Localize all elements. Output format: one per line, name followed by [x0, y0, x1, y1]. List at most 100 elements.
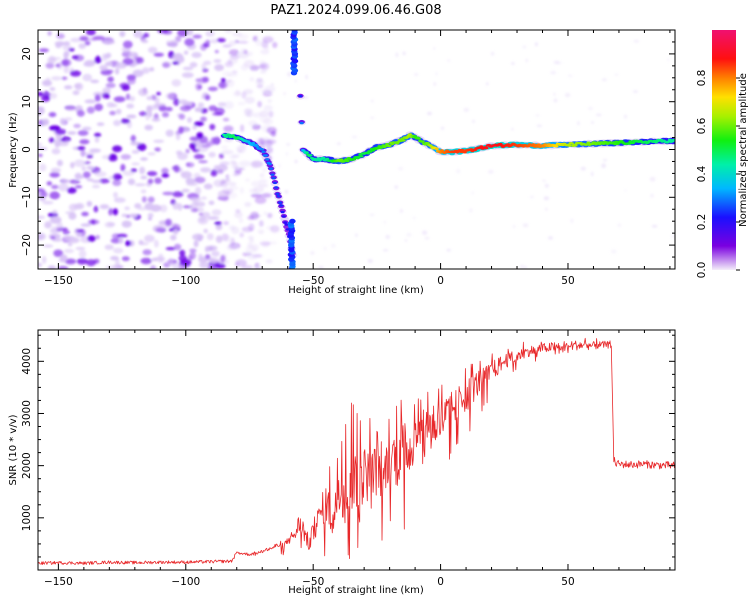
noise-blob: [209, 123, 216, 131]
noise-blob: [228, 185, 239, 191]
track-wrap: [289, 218, 296, 224]
colorbar-gradient: [712, 30, 736, 270]
noise-blob: [189, 248, 197, 253]
noise-blob: [200, 108, 208, 114]
noise-blob: [138, 111, 148, 117]
noise-blob: [370, 116, 375, 119]
noise-blob: [84, 152, 95, 156]
noise-blob: [263, 118, 274, 125]
noise-blob: [99, 66, 108, 71]
noise-blob: [611, 249, 617, 254]
noise-blob: [239, 232, 245, 238]
noise-blob: [201, 144, 211, 148]
noise-blob: [165, 247, 176, 251]
noise-blob: [263, 211, 268, 216]
noise-blob: [67, 187, 77, 194]
noise-blob: [205, 254, 211, 260]
noise-blob: [208, 200, 215, 205]
noise-blob: [139, 242, 149, 246]
noise-blob: [633, 39, 640, 43]
noise-blob: [171, 53, 183, 62]
noise-blob: [112, 145, 123, 153]
noise-blob: [272, 41, 278, 49]
noise-blob: [57, 265, 69, 269]
noise-blob: [122, 40, 133, 49]
noise-blob: [221, 149, 234, 155]
noise-blob: [194, 176, 206, 184]
noise-blob: [435, 71, 438, 76]
noise-blob: [651, 224, 658, 228]
noise-blob: [617, 223, 622, 228]
noise-blob: [369, 213, 375, 216]
noise-blob: [142, 67, 150, 74]
noise-blob: [243, 59, 255, 68]
noise-blob: [383, 249, 389, 252]
noise-blob: [544, 183, 549, 188]
noise-blob: [84, 161, 91, 165]
noise-blob: [267, 212, 273, 219]
noise-blob: [147, 46, 158, 54]
noise-blob: [38, 215, 46, 219]
colorbar-ticks: 0.0 0.2 0.4 0.6 0.8: [696, 70, 740, 278]
noise-blob: [50, 236, 56, 240]
noise-blob: [38, 142, 43, 147]
noise-blob: [59, 254, 68, 262]
noise-blob: [121, 256, 130, 262]
noise-blob: [270, 83, 274, 86]
track-core: [269, 167, 274, 170]
noise-blob: [172, 191, 184, 198]
noise-blob: [49, 125, 61, 131]
noise-blob: [591, 171, 594, 177]
noise-blob: [433, 82, 437, 86]
noise-blob: [249, 77, 255, 82]
y-tick-label: 1000: [21, 504, 33, 531]
noise-blob: [412, 216, 416, 220]
noise-blob: [81, 211, 89, 217]
noise-blob: [46, 181, 52, 186]
noise-blob: [172, 202, 180, 210]
noise-blob: [156, 91, 161, 96]
noise-blob: [141, 196, 147, 203]
noise-blob: [146, 171, 158, 177]
noise-blob: [535, 114, 540, 117]
noise-blob: [105, 82, 116, 89]
noise-blob: [86, 154, 94, 159]
noise-blob: [64, 258, 77, 265]
noise-blob: [577, 121, 580, 126]
track-core: [567, 144, 572, 147]
noise-blob: [86, 259, 96, 267]
noise-blob: [171, 79, 182, 87]
colorbar-tick-label: 0.8: [696, 70, 708, 87]
noise-blob: [110, 238, 122, 244]
noise-blob: [49, 92, 58, 99]
noise-blob: [91, 179, 101, 184]
noise-blob: [238, 40, 249, 44]
noise-blob: [140, 157, 148, 161]
spectrogram-noise-layer: [38, 30, 675, 269]
noise-blob: [260, 49, 270, 55]
noise-blob: [545, 207, 548, 211]
noise-blob: [162, 191, 174, 196]
track-core: [420, 140, 425, 143]
noise-blob: [90, 79, 100, 84]
noise-blob: [294, 79, 297, 83]
noise-blob: [486, 82, 489, 86]
noise-blob: [74, 159, 85, 167]
noise-blob: [95, 235, 100, 240]
noise-blob: [94, 57, 102, 64]
noise-blob: [52, 209, 58, 215]
track-core: [283, 221, 288, 224]
noise-blob: [522, 45, 527, 49]
snr-frame: [37, 329, 676, 571]
noise-blob: [248, 223, 255, 232]
noise-blob: [93, 258, 100, 264]
noise-blob: [219, 180, 229, 188]
noise-blob: [104, 244, 114, 250]
noise-blob: [124, 206, 130, 211]
noise-blob: [96, 122, 105, 126]
noise-blob: [113, 191, 118, 199]
track-core: [536, 143, 541, 146]
noise-blob: [43, 244, 54, 248]
noise-blob: [112, 179, 122, 186]
noise-blob: [180, 171, 186, 176]
